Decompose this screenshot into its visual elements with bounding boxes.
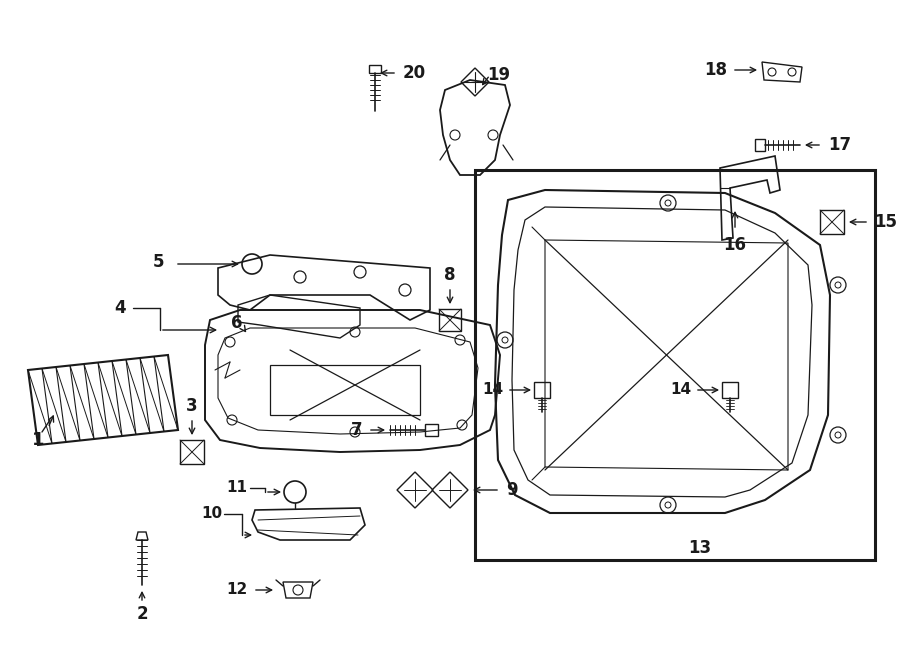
- Text: 14: 14: [482, 383, 503, 397]
- Text: 17: 17: [828, 136, 851, 154]
- Text: 7: 7: [350, 421, 362, 439]
- Text: 19: 19: [487, 66, 510, 84]
- Text: 10: 10: [201, 506, 222, 522]
- Text: 11: 11: [226, 481, 247, 496]
- Text: 18: 18: [704, 61, 727, 79]
- Text: 20: 20: [403, 64, 426, 82]
- Text: 9: 9: [506, 481, 518, 499]
- Text: 15: 15: [874, 213, 897, 231]
- Text: 5: 5: [152, 253, 164, 271]
- Text: 4: 4: [114, 299, 126, 317]
- Text: 14: 14: [670, 383, 691, 397]
- Text: 1: 1: [32, 431, 44, 449]
- Text: 2: 2: [136, 605, 148, 623]
- Text: 8: 8: [445, 266, 455, 284]
- Text: 12: 12: [227, 582, 248, 598]
- Text: 13: 13: [688, 539, 712, 557]
- Text: 3: 3: [186, 397, 198, 415]
- Bar: [475, 170, 875, 560]
- Text: 6: 6: [231, 314, 243, 332]
- Text: 16: 16: [724, 236, 746, 254]
